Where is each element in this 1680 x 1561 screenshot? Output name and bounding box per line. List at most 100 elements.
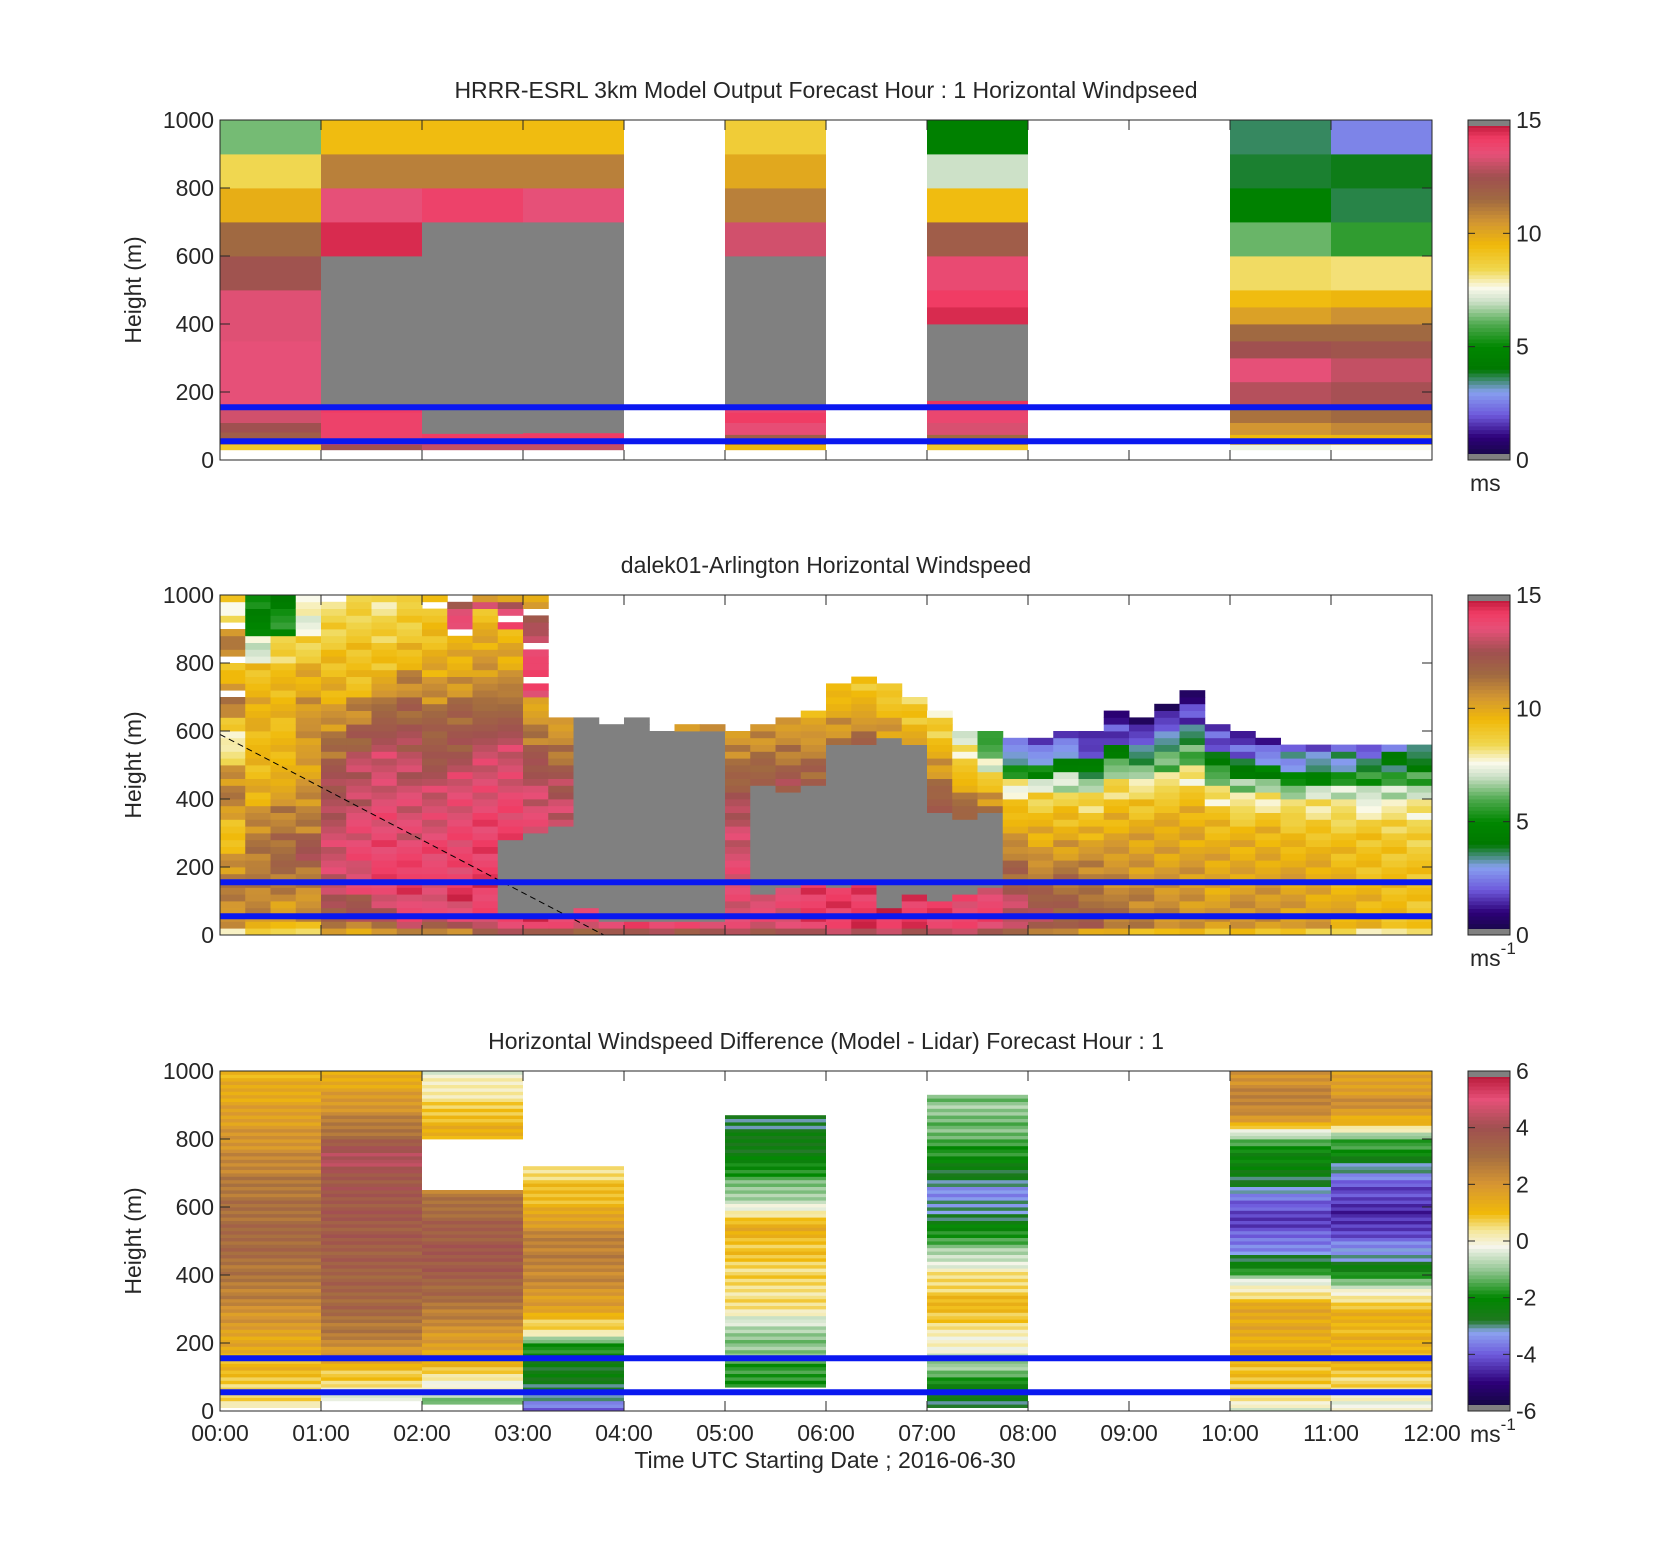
colorbar-segment [1468,150,1510,155]
heatmap-cell [725,1254,826,1259]
heatmap-cell [649,853,675,861]
heatmap-cell [422,744,448,752]
heatmap-cell [649,921,675,929]
heatmap-cell [725,1258,826,1262]
heatmap-cell [472,751,499,759]
heatmap-cells [220,120,1432,451]
heatmap-cell [1331,1156,1432,1160]
heatmap-cell [1204,887,1231,895]
heatmap-cell [624,867,650,875]
heatmap-cell [321,690,347,698]
heatmap-cell [321,921,347,929]
heatmap-cell [1154,819,1180,827]
colorbar-segment [1468,358,1510,363]
heatmap-cell [497,819,524,827]
heatmap-cell [1129,731,1155,739]
heatmap-cell [396,629,423,637]
heatmap-cell [800,744,827,752]
heatmap-cell [927,853,953,861]
heatmap-cell [1028,737,1054,745]
heatmap-cell [396,921,423,929]
heatmap-cell [1129,839,1155,847]
heatmap-cell [497,744,524,752]
heatmap-cell [750,860,776,868]
heatmap-cell [321,601,347,609]
heatmap-cell [1381,873,1408,881]
heatmap-cell [674,792,701,800]
heatmap-cell [1406,867,1432,875]
colorbar-frame [1467,119,1511,461]
heatmap-cell [396,615,423,623]
heatmap-cell [624,928,650,935]
heatmap-cell [1406,771,1432,779]
heatmap-cell [1381,887,1408,895]
heatmap-cell [295,608,322,616]
heatmap-cell [699,833,726,841]
heatmap-cell [220,290,321,342]
heatmap-cell [1078,928,1105,935]
heatmap-cell [952,928,978,935]
heatmap-cell [927,1292,1028,1296]
heatmap-cell [1179,826,1206,834]
heatmap-cell [346,887,372,895]
heatmap-cell [699,805,726,813]
colorbar-segment [1468,1399,1510,1404]
heatmap-cell [422,1400,523,1405]
heatmap-cell [447,758,473,766]
heatmap-cell [725,1295,826,1300]
heatmap-cell [220,683,246,691]
y-tick-label: 600 [176,1194,214,1220]
y-tick-label: 200 [176,379,214,405]
heatmap-cell [876,846,903,854]
heatmap-cell [1230,381,1331,408]
heatmap-cell [1053,833,1079,841]
heatmap-cell [674,737,701,745]
heatmap-cell [371,887,398,895]
heatmap-cell [649,751,675,759]
heatmap-cell [1028,805,1054,813]
heatmap-cell [245,595,271,603]
heatmap-cell [523,1210,624,1215]
heatmap-cell [725,1210,826,1215]
heatmap-cell [1204,765,1231,773]
heatmap-cell [1154,853,1180,861]
heatmap-cell [396,894,423,902]
heatmap-cell [927,1295,1028,1300]
heatmap-cell [321,1251,422,1255]
heatmap-cell [1053,751,1079,759]
colorbar-segment [1468,1199,1510,1204]
heatmap-cell [523,1173,624,1177]
heatmap-cell [396,839,423,847]
heatmap-cell [472,758,499,766]
heatmap-cell [220,1176,321,1181]
heatmap-cell [573,805,600,813]
heatmap-cell [220,887,246,895]
heatmap-cell [598,928,625,935]
heatmap-cell [321,1128,422,1133]
heatmap-cell [1255,853,1281,861]
heatmap-cell [321,907,347,915]
heatmap-cell [270,690,297,698]
heatmap-cell [901,717,928,725]
heatmap-cell [624,737,650,745]
heatmap-cell [321,1383,422,1388]
heatmap-cell [220,1394,321,1398]
heatmap-cell [1230,1315,1331,1320]
heatmap-cell [396,778,423,786]
heatmap-cell [624,765,650,773]
heatmap-cell [1381,907,1408,915]
heatmap-cell [1230,1217,1331,1221]
heatmap-cell [220,1162,321,1167]
heatmap-cell [1204,771,1231,779]
heatmap-cell [220,1207,321,1211]
colorbar-segment [1468,1180,1510,1185]
heatmap-cell [775,846,802,854]
heatmap-cell [573,778,600,786]
heatmap-cell [422,1203,523,1208]
heatmap-cell [321,1081,422,1085]
heatmap-cell [422,629,448,637]
heatmap-cell [523,629,549,637]
heatmap-cell [826,724,852,732]
colorbar-segment [1468,1139,1510,1144]
heatmap-cell [725,771,751,779]
